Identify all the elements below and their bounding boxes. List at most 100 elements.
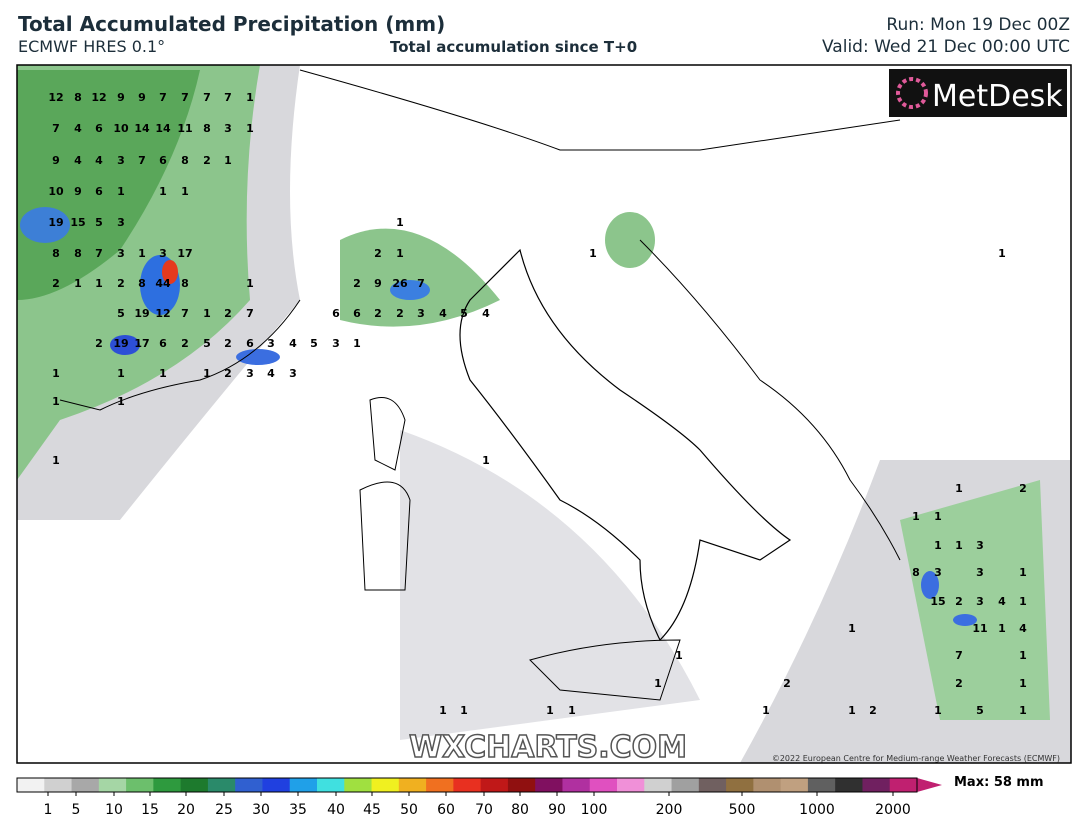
precip-field (17, 65, 1071, 763)
precip-label: 1 (117, 395, 125, 408)
colorbar-tick-label: 35 (289, 802, 307, 818)
precip-label: 7 (95, 247, 103, 260)
precip-label: 6 (353, 307, 361, 320)
precip-label: 9 (74, 185, 82, 198)
precip-label: 1 (1019, 649, 1027, 662)
precip-label: 19 (134, 307, 149, 320)
precip-label: 5 (976, 704, 984, 717)
precip-label: 1 (203, 307, 211, 320)
colorbar-cell (644, 778, 673, 792)
colorbar-cell (98, 778, 127, 792)
precip-label: 2 (869, 704, 877, 717)
precip-label: 7 (224, 91, 232, 104)
colorbar-cell (726, 778, 754, 792)
precip-label: 7 (181, 91, 189, 104)
colorbar-arrow (917, 778, 942, 792)
colorbar-cell (235, 778, 263, 792)
colorbar-tick-label: 10 (105, 802, 123, 818)
precip-label: 5 (203, 337, 211, 350)
colorbar-cell (562, 778, 591, 792)
precip-label: 3 (117, 247, 125, 260)
precip-label: 8 (181, 277, 189, 290)
precip-label: 1 (589, 247, 597, 260)
colorbar-cell (507, 778, 536, 792)
precip-label: 5 (117, 307, 125, 320)
colorbar-tick-label: 5 (72, 802, 81, 818)
precip-label: 2 (224, 337, 232, 350)
colorbar-cell (698, 778, 727, 792)
precip-label: 1 (654, 677, 662, 690)
precip-label: 1 (396, 216, 404, 229)
colorbar-frame (16, 777, 918, 793)
precip-label: 4 (998, 595, 1006, 608)
precip-label: 1 (848, 704, 856, 717)
colorbar-tick-label: 60 (437, 802, 455, 818)
colorbar-cell (289, 778, 318, 792)
precip-label: 3 (224, 122, 232, 135)
precip-label: 3 (117, 216, 125, 229)
valid: Valid: Wed 21 Dec 00:00 UTC (822, 37, 1070, 57)
precip-label: 4 (482, 307, 490, 320)
colorbar-cell (344, 778, 373, 792)
precip-label: 5 (310, 337, 318, 350)
colorbar-cell (17, 778, 45, 792)
precip-label: 3 (976, 595, 984, 608)
colorbar-cell (453, 778, 482, 792)
precip-label: 9 (374, 277, 382, 290)
precip-label: 1 (546, 704, 554, 717)
colorbar-cell (398, 778, 427, 792)
colorbar-tick-label: 2000 (875, 802, 911, 818)
colorbar-tick-label: 15 (141, 802, 159, 818)
precip-label: 4 (439, 307, 447, 320)
colorbar-tick-label: 90 (548, 802, 566, 818)
precip-label: 1 (396, 247, 404, 260)
precip-label: 15 (70, 216, 85, 229)
precip-label: 9 (117, 91, 125, 104)
colorbar-cell (371, 778, 400, 792)
precip-label: 3 (246, 367, 254, 380)
precip-label: 1 (482, 454, 490, 467)
precip-label: 2 (52, 277, 60, 290)
colorbar-tick-label: 80 (511, 802, 529, 818)
precip-label: 5 (95, 216, 103, 229)
precip-label: 3 (976, 566, 984, 579)
colorbar-tick-label: 70 (475, 802, 493, 818)
run: Run: Mon 19 Dec 00Z (886, 15, 1070, 35)
precip-label: 8 (181, 154, 189, 167)
map-frame (16, 64, 1072, 764)
precip-label: 2 (374, 307, 382, 320)
precip-label: 10 (48, 185, 64, 198)
precip-label: 10 (113, 122, 129, 135)
precip-label: 1 (159, 367, 167, 380)
precip-label: 1 (52, 395, 60, 408)
precip-label: 1 (998, 247, 1006, 260)
precip-label: 2 (396, 307, 404, 320)
colorbar-cell (671, 778, 700, 792)
precip-label: 12 (155, 307, 170, 320)
precip-label: 17 (134, 337, 149, 350)
colorbar-tick-label: 1 (44, 802, 53, 818)
colorbar-cell (44, 778, 73, 792)
precip-label: 1 (117, 185, 125, 198)
colorbar-cell (262, 778, 291, 792)
precip-label: 2 (1019, 482, 1027, 495)
precip-label: 8 (912, 566, 920, 579)
title: Total Accumulated Precipitation (mm) (18, 12, 446, 36)
colorbar-cell (180, 778, 209, 792)
precip-label: 3 (417, 307, 425, 320)
precip-label: 2 (95, 337, 103, 350)
precip-label: 8 (74, 91, 82, 104)
precip-label: 1 (568, 704, 576, 717)
colorbar-cell (153, 778, 182, 792)
colorbar-cell (835, 778, 863, 792)
precip-label: 6 (159, 337, 167, 350)
precip-label: 44 (155, 277, 171, 290)
precip-label: 2 (955, 677, 963, 690)
precip-label: 26 (392, 277, 408, 290)
precip-label: 1 (52, 454, 60, 467)
model: ECMWF HRES 0.1° (18, 37, 166, 56)
precip-label: 1 (439, 704, 447, 717)
precip-label: 7 (246, 307, 254, 320)
precip-label: 5 (460, 307, 468, 320)
